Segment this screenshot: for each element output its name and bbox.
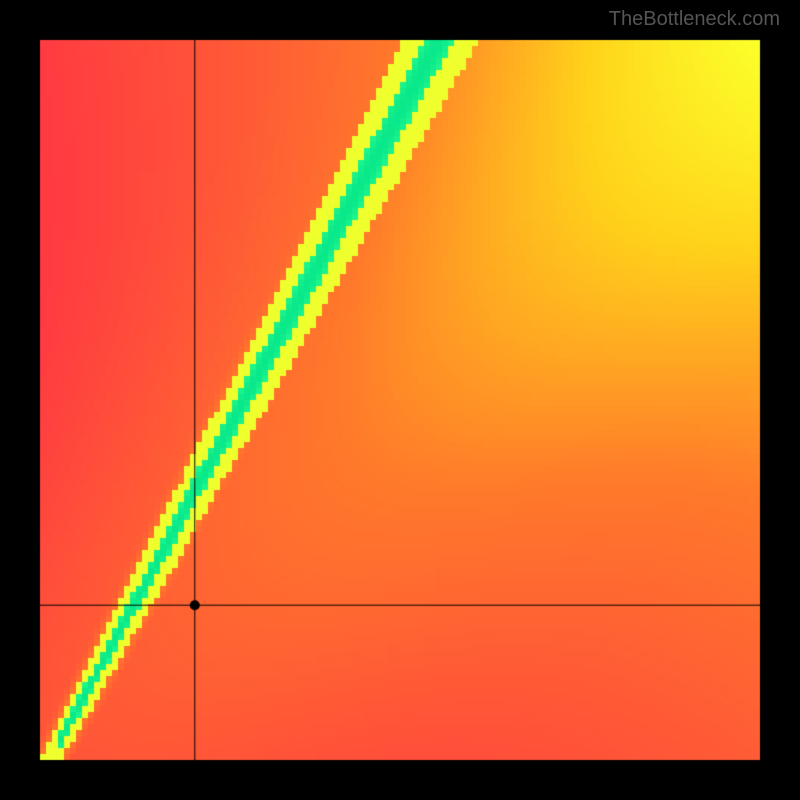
bottleneck-heatmap <box>0 0 800 800</box>
chart-container: TheBottleneck.com <box>0 0 800 800</box>
watermark-label: TheBottleneck.com <box>609 8 780 31</box>
